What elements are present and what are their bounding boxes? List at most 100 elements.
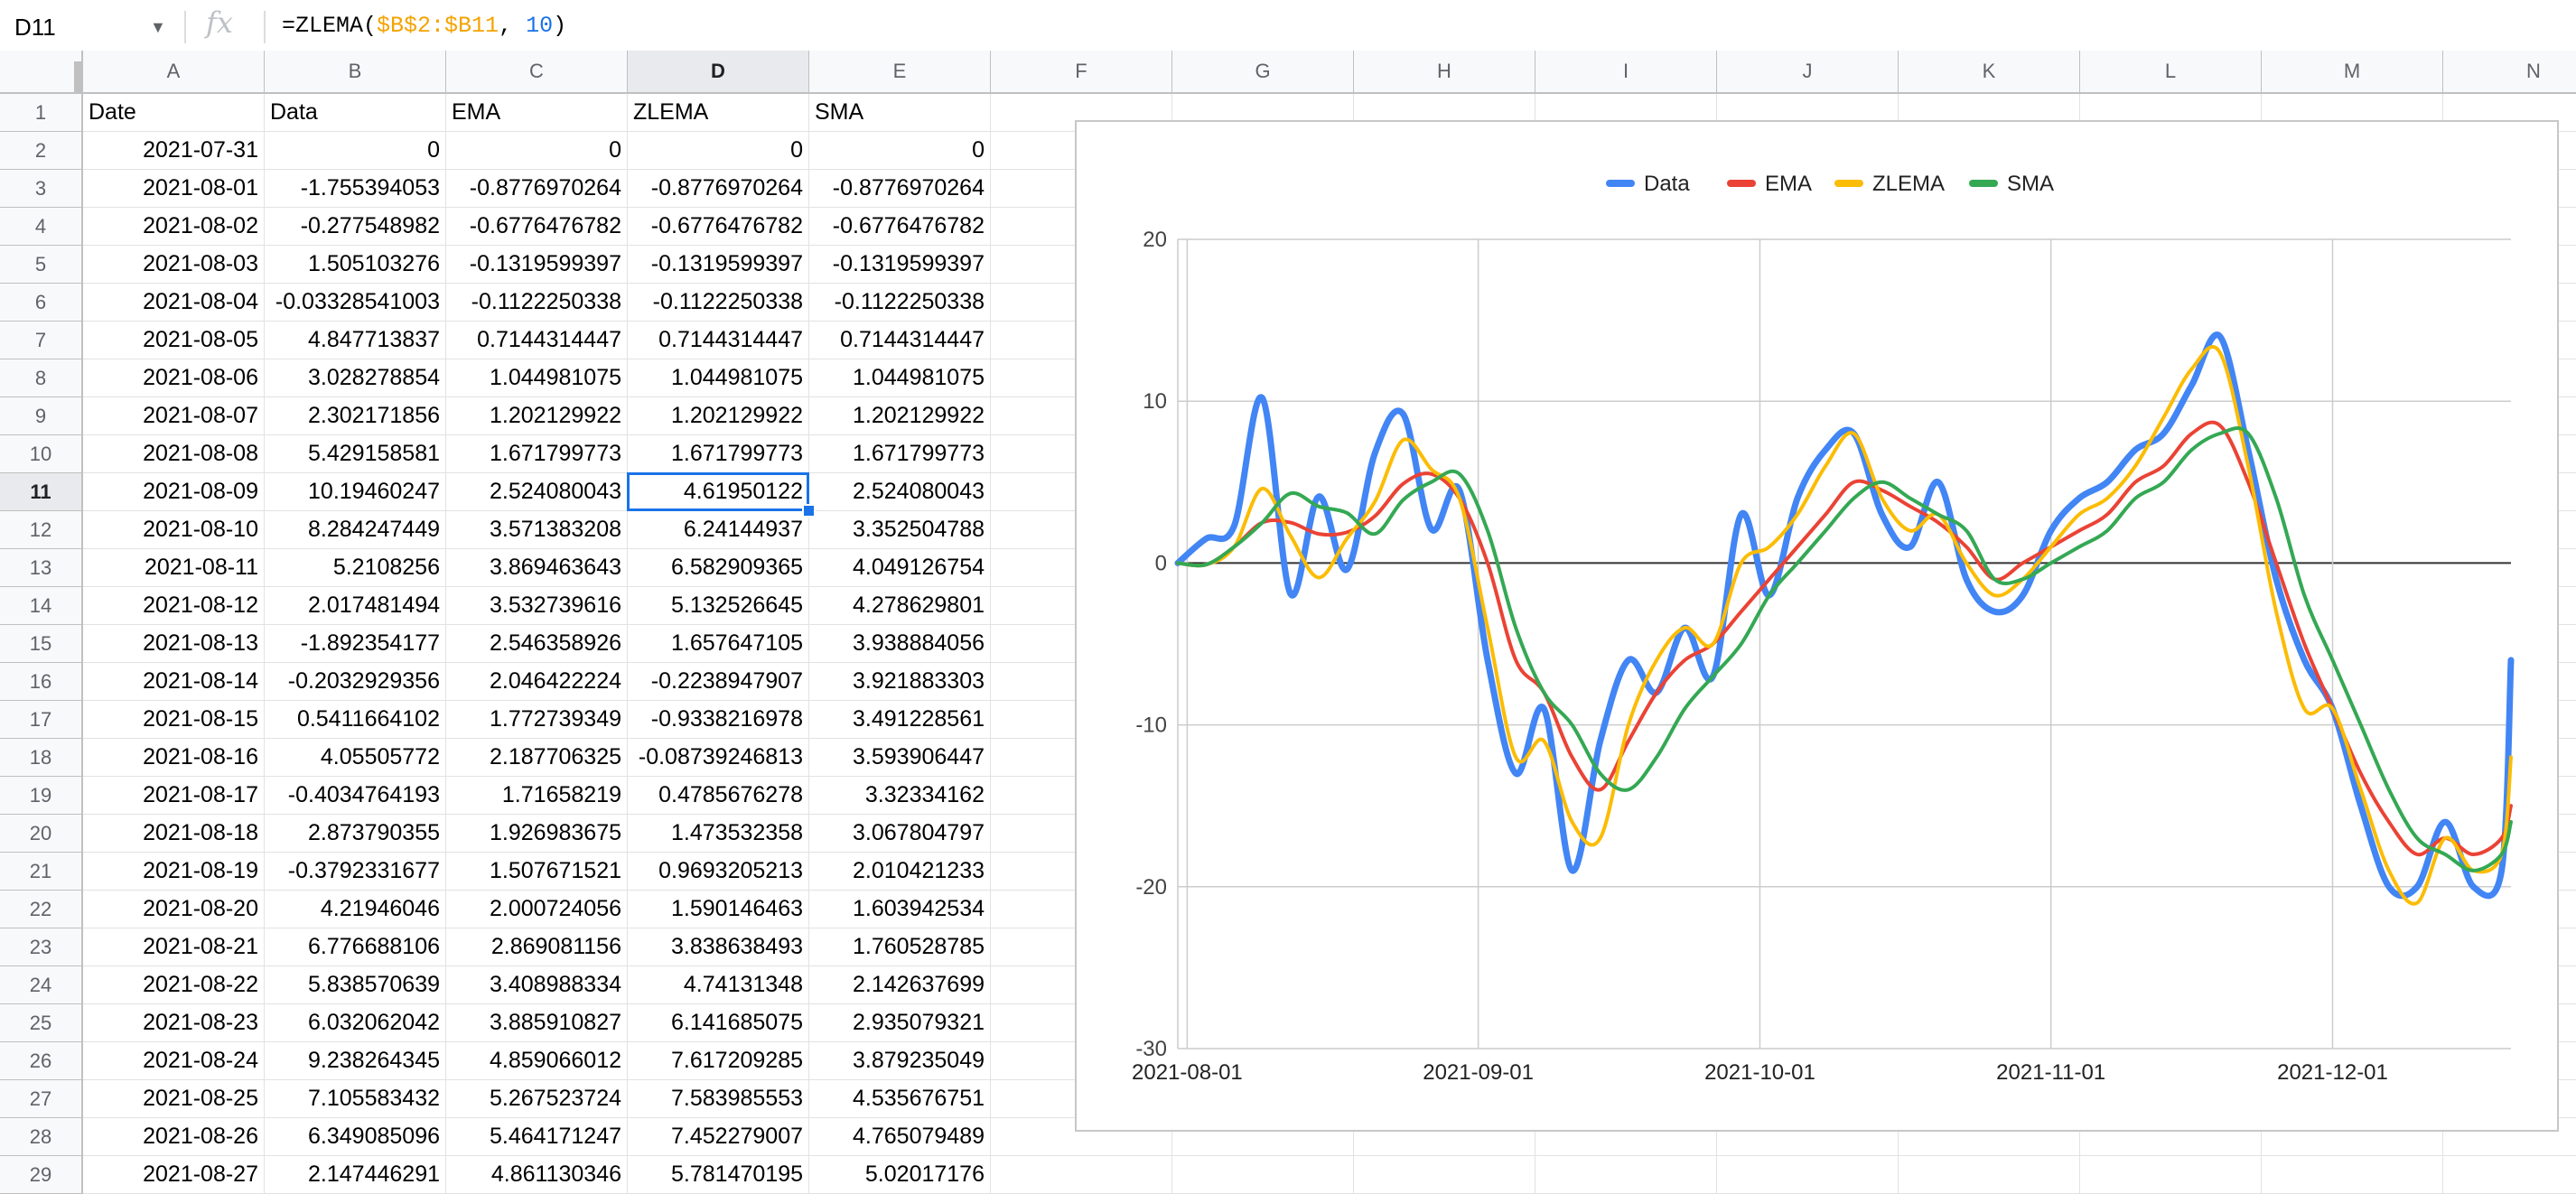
cell-e20[interactable]: 3.067804797: [809, 815, 991, 853]
cell-e18[interactable]: 3.593906447: [809, 739, 991, 777]
cell-d1[interactable]: ZLEMA: [628, 94, 809, 132]
cell-f28[interactable]: [991, 1118, 1172, 1156]
row-header-7[interactable]: 7: [0, 322, 83, 359]
row-header-5[interactable]: 5: [0, 246, 83, 284]
row-header-24[interactable]: 24: [0, 966, 83, 1004]
row-header-16[interactable]: 16: [0, 663, 83, 701]
cell-e19[interactable]: 3.32334162: [809, 777, 991, 815]
formula-input[interactable]: =ZLEMA($B$2:$B11, 10): [282, 13, 566, 39]
cell-f29[interactable]: [991, 1156, 1172, 1194]
cell-e14[interactable]: 4.278629801: [809, 587, 991, 625]
cell-a24[interactable]: 2021-08-22: [83, 966, 265, 1004]
cell-a17[interactable]: 2021-08-15: [83, 701, 265, 739]
cell-e25[interactable]: 2.935079321: [809, 1004, 991, 1042]
cell-b3[interactable]: -1.755394053: [265, 170, 446, 208]
cell-a8[interactable]: 2021-08-06: [83, 359, 265, 397]
column-header-i[interactable]: I: [1535, 51, 1717, 94]
cell-d19[interactable]: 0.4785676278: [628, 777, 809, 815]
cell-g29[interactable]: [1172, 1156, 1354, 1194]
cell-d17[interactable]: -0.9338216978: [628, 701, 809, 739]
name-box[interactable]: D11 ▼: [0, 5, 181, 49]
select-all-corner[interactable]: [0, 51, 83, 94]
cell-b28[interactable]: 6.349085096: [265, 1118, 446, 1156]
cell-b13[interactable]: 5.2108256: [265, 549, 446, 587]
cell-b11[interactable]: 10.19460247: [265, 473, 446, 511]
cell-a4[interactable]: 2021-08-02: [83, 208, 265, 246]
cell-a21[interactable]: 2021-08-19: [83, 853, 265, 891]
cell-c29[interactable]: 4.861130346: [446, 1156, 628, 1194]
cell-b27[interactable]: 7.105583432: [265, 1080, 446, 1118]
cell-c14[interactable]: 3.532739616: [446, 587, 628, 625]
cell-c15[interactable]: 2.546358926: [446, 625, 628, 663]
cell-c24[interactable]: 3.408988334: [446, 966, 628, 1004]
cell-b15[interactable]: -1.892354177: [265, 625, 446, 663]
cell-c23[interactable]: 2.869081156: [446, 928, 628, 966]
cell-b18[interactable]: 4.05505772: [265, 739, 446, 777]
cell-e8[interactable]: 1.044981075: [809, 359, 991, 397]
cell-d16[interactable]: -0.2238947907: [628, 663, 809, 701]
cell-j28[interactable]: [1717, 1118, 1899, 1156]
cell-a27[interactable]: 2021-08-25: [83, 1080, 265, 1118]
cell-d20[interactable]: 1.473532358: [628, 815, 809, 853]
cell-e21[interactable]: 2.010421233: [809, 853, 991, 891]
cell-c12[interactable]: 3.571383208: [446, 511, 628, 549]
column-header-d[interactable]: D: [628, 51, 809, 94]
cell-c3[interactable]: -0.8776970264: [446, 170, 628, 208]
cell-e24[interactable]: 2.142637699: [809, 966, 991, 1004]
cell-b29[interactable]: 2.147446291: [265, 1156, 446, 1194]
series-line-ema[interactable]: [1176, 420, 2513, 857]
cell-b5[interactable]: 1.505103276: [265, 246, 446, 284]
row-header-9[interactable]: 9: [0, 397, 83, 435]
cell-e1[interactable]: SMA: [809, 94, 991, 132]
cell-b12[interactable]: 8.284247449: [265, 511, 446, 549]
cell-e26[interactable]: 3.879235049: [809, 1042, 991, 1080]
legend-label-sma[interactable]: SMA: [2007, 172, 2054, 196]
cell-e9[interactable]: 1.202129922: [809, 397, 991, 435]
cell-d13[interactable]: 6.582909365: [628, 549, 809, 587]
cell-e17[interactable]: 3.491228561: [809, 701, 991, 739]
row-header-4[interactable]: 4: [0, 208, 83, 246]
chevron-down-icon[interactable]: ▼: [150, 17, 166, 36]
cell-c4[interactable]: -0.6776476782: [446, 208, 628, 246]
cell-n29[interactable]: [2443, 1156, 2576, 1194]
cell-d23[interactable]: 3.838638493: [628, 928, 809, 966]
cell-a16[interactable]: 2021-08-14: [83, 663, 265, 701]
cell-e3[interactable]: -0.8776970264: [809, 170, 991, 208]
column-header-f[interactable]: F: [991, 51, 1172, 94]
cell-d18[interactable]: -0.08739246813: [628, 739, 809, 777]
cell-e7[interactable]: 0.7144314447: [809, 322, 991, 359]
cell-c8[interactable]: 1.044981075: [446, 359, 628, 397]
cell-i28[interactable]: [1535, 1118, 1717, 1156]
cell-l28[interactable]: [2080, 1118, 2262, 1156]
column-header-m[interactable]: M: [2262, 51, 2443, 94]
cell-d26[interactable]: 7.617209285: [628, 1042, 809, 1080]
cell-e2[interactable]: 0: [809, 132, 991, 170]
cell-a14[interactable]: 2021-08-12: [83, 587, 265, 625]
legend-label-zlema[interactable]: ZLEMA: [1872, 172, 1945, 196]
cell-c26[interactable]: 4.859066012: [446, 1042, 628, 1080]
cell-m28[interactable]: [2262, 1118, 2443, 1156]
series-line-data[interactable]: [1174, 331, 2515, 900]
row-header-28[interactable]: 28: [0, 1118, 83, 1156]
cell-a6[interactable]: 2021-08-04: [83, 284, 265, 322]
cell-b9[interactable]: 2.302171856: [265, 397, 446, 435]
row-header-20[interactable]: 20: [0, 815, 83, 853]
column-header-a[interactable]: A: [83, 51, 265, 94]
column-header-e[interactable]: E: [809, 51, 991, 94]
cell-e12[interactable]: 3.352504788: [809, 511, 991, 549]
row-header-3[interactable]: 3: [0, 170, 83, 208]
cell-a3[interactable]: 2021-08-01: [83, 170, 265, 208]
cell-h28[interactable]: [1354, 1118, 1535, 1156]
row-header-29[interactable]: 29: [0, 1156, 83, 1194]
cell-a13[interactable]: 2021-08-11: [83, 549, 265, 587]
cell-d9[interactable]: 1.202129922: [628, 397, 809, 435]
cell-c13[interactable]: 3.869463643: [446, 549, 628, 587]
cell-k28[interactable]: [1899, 1118, 2080, 1156]
cell-c16[interactable]: 2.046422224: [446, 663, 628, 701]
cell-d21[interactable]: 0.9693205213: [628, 853, 809, 891]
cell-c28[interactable]: 5.464171247: [446, 1118, 628, 1156]
row-header-22[interactable]: 22: [0, 891, 83, 928]
cell-a10[interactable]: 2021-08-08: [83, 435, 265, 473]
cell-j29[interactable]: [1717, 1156, 1899, 1194]
column-header-k[interactable]: K: [1899, 51, 2080, 94]
